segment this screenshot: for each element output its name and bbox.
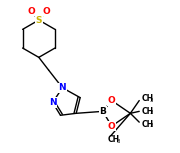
Text: 3: 3 [150,110,154,115]
Text: S: S [36,16,42,24]
Text: CH: CH [141,107,153,116]
Text: O: O [43,7,51,16]
Text: O: O [108,122,116,131]
Text: N: N [49,98,56,107]
Text: B: B [99,107,106,116]
Text: CH: CH [141,94,153,103]
Text: O: O [108,96,116,105]
Text: 3: 3 [150,123,154,128]
Text: O: O [27,7,35,16]
Text: N: N [59,83,66,92]
Text: 3: 3 [117,139,120,144]
Text: CH: CH [108,135,120,144]
Text: 3: 3 [150,98,154,103]
Text: CH: CH [141,120,153,129]
